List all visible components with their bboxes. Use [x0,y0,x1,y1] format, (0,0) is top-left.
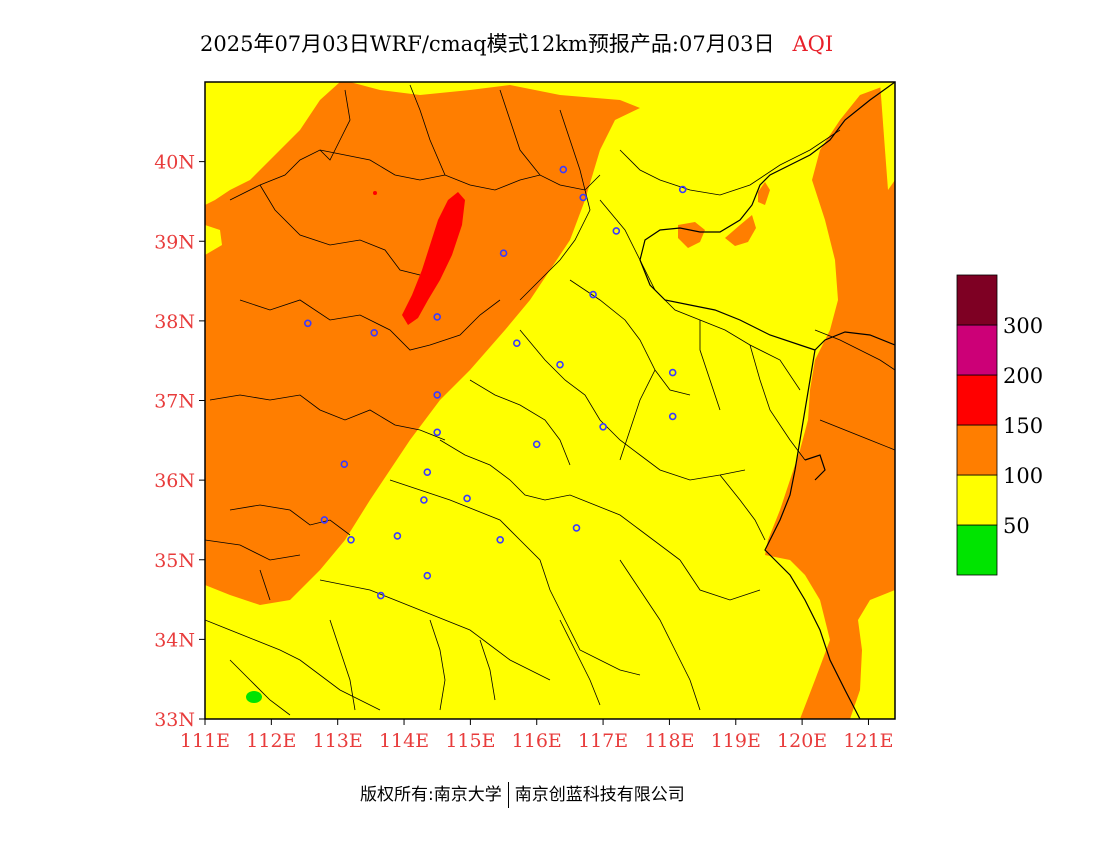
moderate-zone-west-edge [205,225,222,255]
lon-tick-label: 115E [445,730,495,752]
copyright-line: 版权所有:南京大学 南京创蓝科技有限公司 [360,780,685,808]
station-marker [423,468,432,477]
moderate-zone-northeast-edge [880,82,895,190]
station-marker [668,368,677,377]
lon-tick-label: 113E [313,730,363,752]
title-variable: AQI [792,32,834,56]
copyright-left: 版权所有:南京大学 [360,785,502,805]
latitude-axis: 33N 34N 35N 36N 37N 38N 39N 40N [154,152,205,731]
coastline [639,82,895,719]
station-marker [347,535,355,544]
station-marker [559,165,568,174]
moderate-zone-east-edge [850,590,895,719]
station-marker [532,440,541,449]
lat-tick-label: 33N [154,709,195,731]
lon-tick-label: 118E [644,730,694,752]
lon-tick-label: 119E [711,730,761,752]
lat-tick-label: 35N [154,550,195,572]
station-marker [589,290,597,299]
station-marker [433,428,442,437]
legend-label-100: 100 [1003,464,1044,488]
green-zone [246,691,262,703]
title-main: 2025年07月03日WRF/cmaq模式12km预报产品:07月03日 [200,32,775,56]
copyright-right: 南京创蓝科技有限公司 [514,785,685,805]
moderate-zone-northwest [205,82,340,205]
station-marker [579,193,588,202]
lon-tick-label: 114E [379,730,429,752]
station-marker [496,535,505,544]
red-zone-dot [373,191,377,195]
orange-blob-north [758,182,770,205]
lat-tick-label: 36N [154,470,195,492]
station-marker [668,412,677,421]
station-marker [420,496,428,504]
province-borders [205,84,895,716]
red-zone [402,192,465,325]
station-marker [376,591,385,600]
orange-zone-west [205,82,640,605]
legend-label-150: 150 [1003,414,1044,438]
station-marker [512,339,521,348]
station-marker [433,391,442,399]
aqi-legend [956,274,998,576]
station-marker [370,328,379,337]
longitude-axis: 111E 112E 113E 114E 115E 116E 117E 118E 119E 120E… [180,719,894,752]
station-marker [303,319,312,328]
station-marker [423,571,432,580]
monitoring-stations [303,165,687,600]
legend-swatch [956,524,998,576]
orange-blob-bay [725,215,756,246]
station-marker [678,185,687,194]
legend-label-300: 300 [1003,314,1044,338]
lon-tick-label: 116E [512,730,562,752]
lat-tick-label: 34N [154,629,195,651]
lon-tick-label: 120E [777,730,827,752]
legend-swatch [956,474,998,526]
legend-swatch [956,324,998,376]
station-marker [556,360,564,369]
lon-tick-label: 117E [578,730,628,752]
station-marker [320,516,329,524]
lat-tick-label: 39N [154,231,195,253]
station-marker [599,422,607,431]
orange-zone-east [765,82,895,719]
lon-tick-label: 112E [246,730,296,752]
legend-swatch [956,424,998,476]
lon-tick-label: 111E [180,730,230,752]
lon-tick-label: 121E [843,730,893,752]
station-marker [572,524,581,532]
map-plot-area [205,82,895,719]
station-marker [340,460,349,469]
legend-swatch [956,374,998,426]
station-marker [393,532,402,540]
lat-tick-label: 40N [154,152,195,174]
legend-label-50: 50 [1003,514,1030,538]
station-marker [433,313,442,321]
station-marker [463,494,471,503]
copyright-separator [507,782,509,808]
lat-tick-label: 37N [154,391,195,413]
station-marker [612,227,621,235]
legend-label-200: 200 [1003,364,1044,388]
station-marker [499,249,508,257]
legend-swatch [956,274,998,326]
chart-title: 2025年07月03日WRF/cmaq模式12km预报产品:07月03日 AQI [200,28,920,58]
lat-tick-label: 38N [154,311,195,333]
